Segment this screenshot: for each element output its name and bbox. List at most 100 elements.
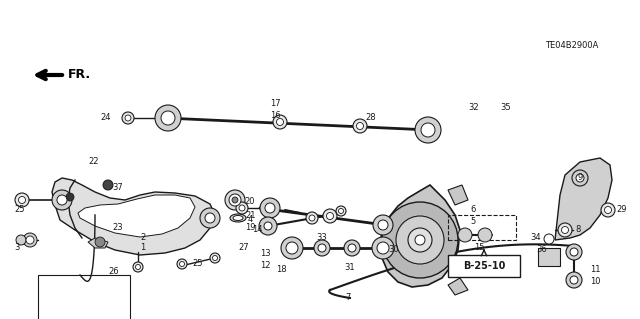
Text: 22: 22 [88,158,99,167]
Circle shape [326,212,333,219]
Text: 16: 16 [270,110,280,120]
Circle shape [378,220,388,230]
Circle shape [212,256,218,261]
Circle shape [601,203,615,217]
Circle shape [281,237,303,259]
Polygon shape [448,185,468,205]
Text: 31: 31 [344,263,355,272]
Circle shape [155,105,181,131]
Circle shape [323,209,337,223]
Text: 37: 37 [112,183,123,192]
Circle shape [576,174,584,182]
Text: 34: 34 [530,234,541,242]
Circle shape [52,190,72,210]
Text: 6: 6 [470,205,476,214]
Text: 23: 23 [112,224,123,233]
Circle shape [16,235,26,245]
Circle shape [66,193,74,201]
Text: 11: 11 [590,265,600,275]
Polygon shape [78,195,195,237]
Text: 13: 13 [260,249,271,257]
Text: 35: 35 [500,103,511,113]
Text: 32: 32 [468,103,479,113]
Text: 2: 2 [140,234,145,242]
Circle shape [415,117,441,143]
Text: 1: 1 [140,243,145,253]
Circle shape [344,240,360,256]
Circle shape [19,197,26,204]
Circle shape [566,244,582,260]
Polygon shape [555,158,612,240]
Ellipse shape [230,214,246,222]
Circle shape [570,248,578,256]
Text: 36: 36 [536,246,547,255]
Text: 33: 33 [316,234,327,242]
Circle shape [225,190,245,210]
Text: 12: 12 [260,261,271,270]
Circle shape [336,206,346,216]
Circle shape [572,170,588,186]
Circle shape [210,253,220,263]
Circle shape [306,212,318,224]
Text: 15: 15 [474,243,484,253]
Circle shape [353,119,367,133]
Circle shape [239,205,245,211]
Text: 19: 19 [245,224,255,233]
Text: 30: 30 [388,246,399,255]
Circle shape [103,180,113,190]
Circle shape [408,228,432,252]
Text: 25: 25 [192,259,202,269]
Circle shape [15,193,29,207]
Circle shape [177,259,187,269]
Circle shape [229,194,241,206]
Bar [38,275,130,319]
Circle shape [318,244,326,252]
Circle shape [265,203,275,213]
Circle shape [544,234,554,244]
Circle shape [348,244,356,252]
Circle shape [356,122,364,130]
Polygon shape [448,278,468,295]
Text: 24: 24 [100,114,111,122]
Circle shape [260,198,280,218]
Text: 20: 20 [244,197,255,206]
Circle shape [339,209,344,213]
Text: 4: 4 [248,216,253,225]
Circle shape [264,222,272,230]
Circle shape [236,202,248,214]
Circle shape [136,264,141,270]
Polygon shape [88,238,108,248]
Polygon shape [380,185,460,287]
Circle shape [276,118,284,125]
Circle shape [179,262,184,266]
Circle shape [314,240,330,256]
Circle shape [415,235,425,245]
Circle shape [382,202,458,278]
Text: B-25-10: B-25-10 [463,261,505,271]
Text: 18: 18 [276,265,287,275]
Circle shape [273,115,287,129]
Text: 21: 21 [245,211,255,220]
Circle shape [373,215,393,235]
Text: 25: 25 [14,205,24,214]
Circle shape [26,236,34,244]
Text: 26: 26 [108,268,118,277]
Circle shape [259,217,277,235]
Text: 9: 9 [578,174,583,182]
Text: TE04B2900A: TE04B2900A [545,41,598,49]
Circle shape [478,228,492,242]
Bar [448,215,516,240]
Text: 8: 8 [575,226,580,234]
Circle shape [161,111,175,125]
Circle shape [57,195,67,205]
Circle shape [200,208,220,228]
Circle shape [561,226,568,234]
Circle shape [570,276,578,284]
Circle shape [309,215,315,221]
Circle shape [232,197,238,203]
Circle shape [133,262,143,272]
Text: 17: 17 [270,99,280,108]
Circle shape [125,115,131,121]
Polygon shape [52,178,215,255]
Circle shape [458,228,472,242]
